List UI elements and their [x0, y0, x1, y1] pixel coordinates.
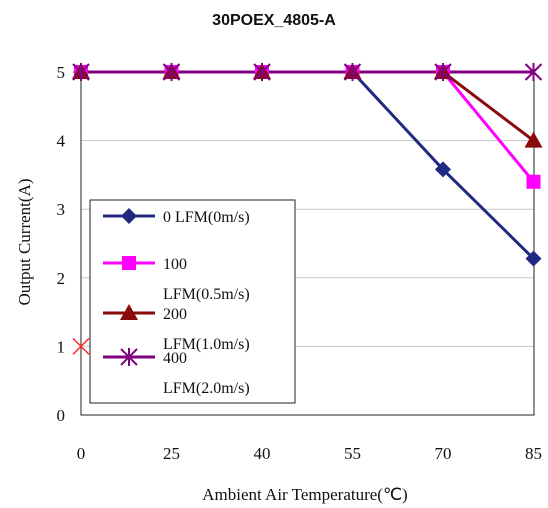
data-point-series-2 — [524, 131, 543, 148]
x-tick-label: 85 — [525, 444, 542, 463]
legend-label-3: LFM(2.0m/s) — [163, 380, 250, 397]
y-tick-label: 2 — [57, 269, 66, 288]
legend-label-3: 400 — [163, 350, 187, 367]
legend-marker-1 — [122, 256, 136, 270]
data-point-series-3 — [72, 63, 90, 81]
legend-marker-3 — [120, 348, 138, 366]
legend-label-0: 0 LFM(0m/s) — [163, 209, 250, 226]
legend-label-2: LFM(1.0m/s) — [163, 336, 250, 353]
legend-marker-2 — [120, 304, 138, 320]
data-point-series-0 — [525, 250, 542, 267]
y-axis-label: Output Current(A) — [15, 178, 34, 305]
data-point-series-3 — [434, 63, 452, 81]
data-point-series-3 — [162, 63, 181, 81]
series-line-2 — [81, 70, 535, 142]
data-point-series-0 — [435, 161, 451, 178]
x-tick-label: 25 — [163, 444, 180, 463]
x-tick-label: 70 — [435, 444, 452, 463]
x-tick-label: 55 — [344, 444, 361, 463]
legend-label-1: LFM(0.5m/s) — [163, 286, 250, 303]
y-tick-label: 4 — [57, 132, 66, 151]
y-tick-label: 5 — [57, 63, 66, 82]
legend-label-2: 200 — [163, 306, 187, 323]
chart-title: 30POEX_4805-A — [212, 12, 336, 29]
legend-marker-0 — [121, 208, 137, 224]
data-point-series-1 — [526, 174, 541, 189]
data-point-series-3 — [253, 63, 271, 81]
y-tick-label: 0 — [57, 406, 66, 425]
x-axis-label: Ambient Air Temperature(℃) — [202, 485, 407, 504]
data-point-series-3 — [343, 63, 362, 81]
y-tick-label: 3 — [57, 200, 66, 219]
legend-box — [89, 199, 296, 404]
x-tick-label: 40 — [254, 444, 271, 463]
extra-marker — [72, 337, 90, 355]
data-point-series-3 — [524, 63, 543, 81]
y-tick-label: 1 — [57, 337, 66, 356]
x-tick-label: 0 — [77, 444, 86, 463]
legend-label-1: 100 — [163, 256, 187, 273]
